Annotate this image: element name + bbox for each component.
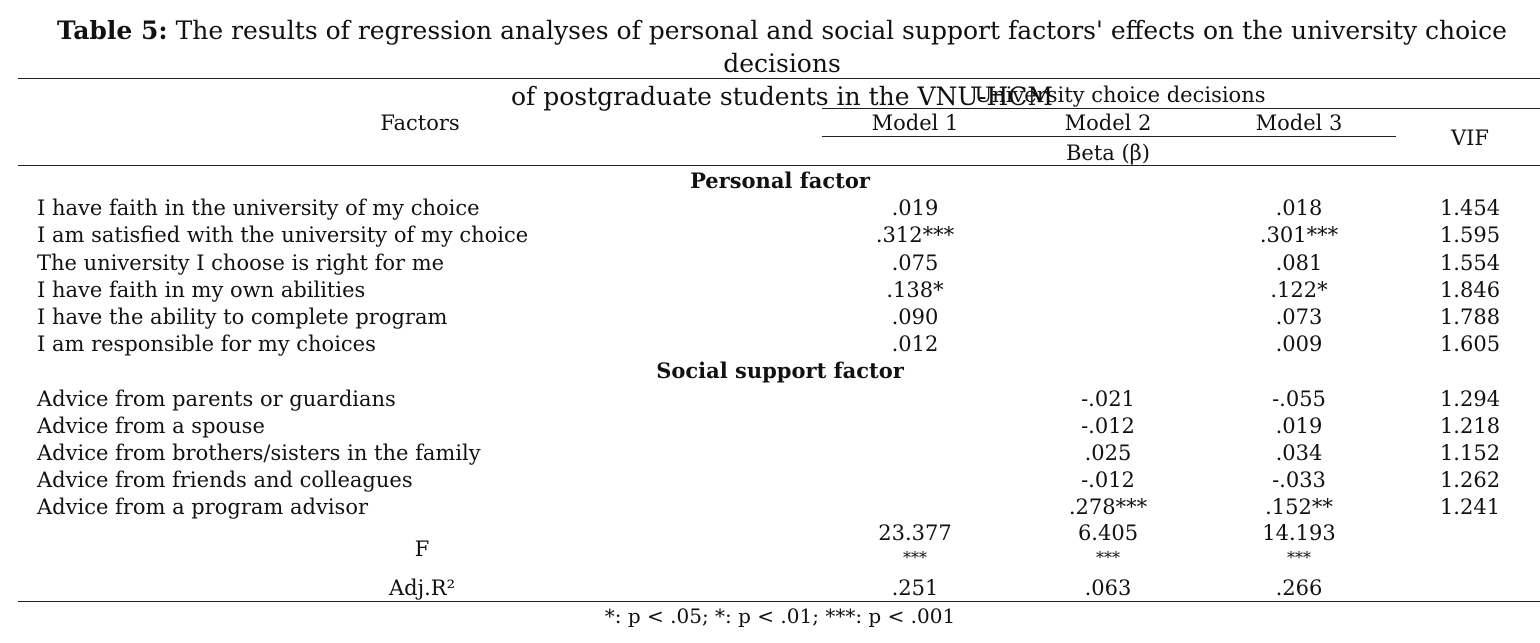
vif-header-rule [1396, 108, 1540, 109]
f-model-3-value: 14.193 [1262, 521, 1336, 545]
model-2-cell: -.021 [1081, 386, 1135, 411]
header-bottom-rule [18, 165, 1540, 166]
row-label: I am satisfied with the university of my… [37, 223, 529, 248]
model-3-cell: -.033 [1272, 468, 1326, 493]
vif-cell: 1.605 [1439, 332, 1501, 357]
model-1-cell: .090 [891, 305, 939, 329]
row-label: I am responsible for my choices [37, 332, 376, 357]
model-1-cell: .312*** [875, 223, 955, 248]
vif-cell: 1.788 [1439, 305, 1501, 329]
vif-cell: 1.262 [1439, 468, 1501, 493]
group-header: University choice decisions [974, 83, 1266, 107]
adj-r2-label: Adj.R² [388, 576, 456, 600]
row-label: The university I choose is right for me [37, 250, 445, 275]
section-title: Social support factor [656, 358, 904, 384]
adj-r2-model-2: .063 [1084, 576, 1132, 600]
model-2-cell: -.012 [1081, 468, 1135, 493]
model-2-cell: .278*** [1068, 495, 1148, 520]
adj-r2-model-1: .251 [891, 576, 939, 600]
model-3-cell: .018 [1275, 196, 1323, 221]
vif-cell: 1.595 [1439, 223, 1501, 248]
vif-cell: 1.846 [1439, 277, 1501, 302]
table-caption: Table 5: The results of regression analy… [0, 14, 1540, 113]
model-2-cell: -.012 [1081, 413, 1135, 438]
f-model-3-stars: *** [1287, 548, 1311, 567]
model-3-cell: .081 [1275, 250, 1323, 275]
model-3-cell: .009 [1275, 332, 1323, 357]
section-title: Personal factor [690, 168, 870, 193]
vif-cell: 1.241 [1439, 495, 1501, 520]
f-model-1-value: 23.377 [878, 521, 952, 545]
model-3-cell: .073 [1275, 305, 1323, 329]
row-label: Advice from a program advisor [37, 495, 369, 520]
row-label: I have faith in my own abilities [37, 277, 366, 302]
model-3-cell: .122* [1270, 277, 1328, 302]
model-3-cell: .152** [1265, 495, 1333, 520]
vif-cell: 1.152 [1439, 441, 1501, 465]
model-3-cell: .301*** [1259, 223, 1339, 248]
model-1-cell: .012 [891, 332, 939, 357]
beta-header: Beta (β) [1065, 141, 1151, 165]
model-1-cell: .138* [886, 277, 944, 302]
row-label: I have faith in the university of my cho… [37, 196, 480, 221]
vif-cell: 1.294 [1439, 386, 1501, 411]
row-label: Advice from friends and colleagues [37, 468, 413, 493]
model-3-cell: .019 [1275, 413, 1323, 438]
model-1-header: Model 1 [871, 111, 959, 135]
vif-header: VIF [1450, 126, 1490, 150]
vif-cell: 1.554 [1439, 250, 1501, 275]
model-1-cell: .075 [891, 250, 939, 275]
bottom-rule [18, 601, 1540, 602]
f-model-2-value: 6.405 [1077, 521, 1139, 545]
factors-header: Factors [380, 111, 460, 135]
footnote: *: p < .05; *: p < .01; ***: p < .001 [604, 604, 956, 628]
caption-text: The results of regression analyses of pe… [175, 16, 1507, 78]
row-label: Advice from a spouse [37, 413, 265, 438]
caption-label: Table 5: [57, 16, 168, 45]
adj-r2-model-3: .266 [1275, 576, 1323, 600]
row-label: Advice from parents or guardians [37, 386, 396, 411]
model-3-cell: .034 [1275, 441, 1323, 465]
row-label: Advice from brothers/sisters in the fami… [37, 441, 481, 465]
vif-cell: 1.454 [1439, 196, 1501, 221]
f-model-2-stars: *** [1096, 548, 1120, 567]
row-label: I have the ability to complete program [37, 305, 448, 329]
f-model-1-stars: *** [903, 548, 927, 567]
vif-cell: 1.218 [1439, 413, 1501, 438]
group-header-rule [822, 108, 1396, 109]
model-2-cell: .025 [1084, 441, 1132, 465]
model-2-header: Model 2 [1064, 111, 1152, 135]
f-label: F [414, 537, 430, 561]
model-header-rule [822, 136, 1396, 137]
top-rule [18, 78, 1540, 79]
model-3-header: Model 3 [1255, 111, 1343, 135]
caption-text-line2: of postgraduate students in the VNU-HCM [510, 82, 1053, 111]
model-3-cell: -.055 [1272, 386, 1326, 411]
model-1-cell: .019 [891, 196, 939, 221]
